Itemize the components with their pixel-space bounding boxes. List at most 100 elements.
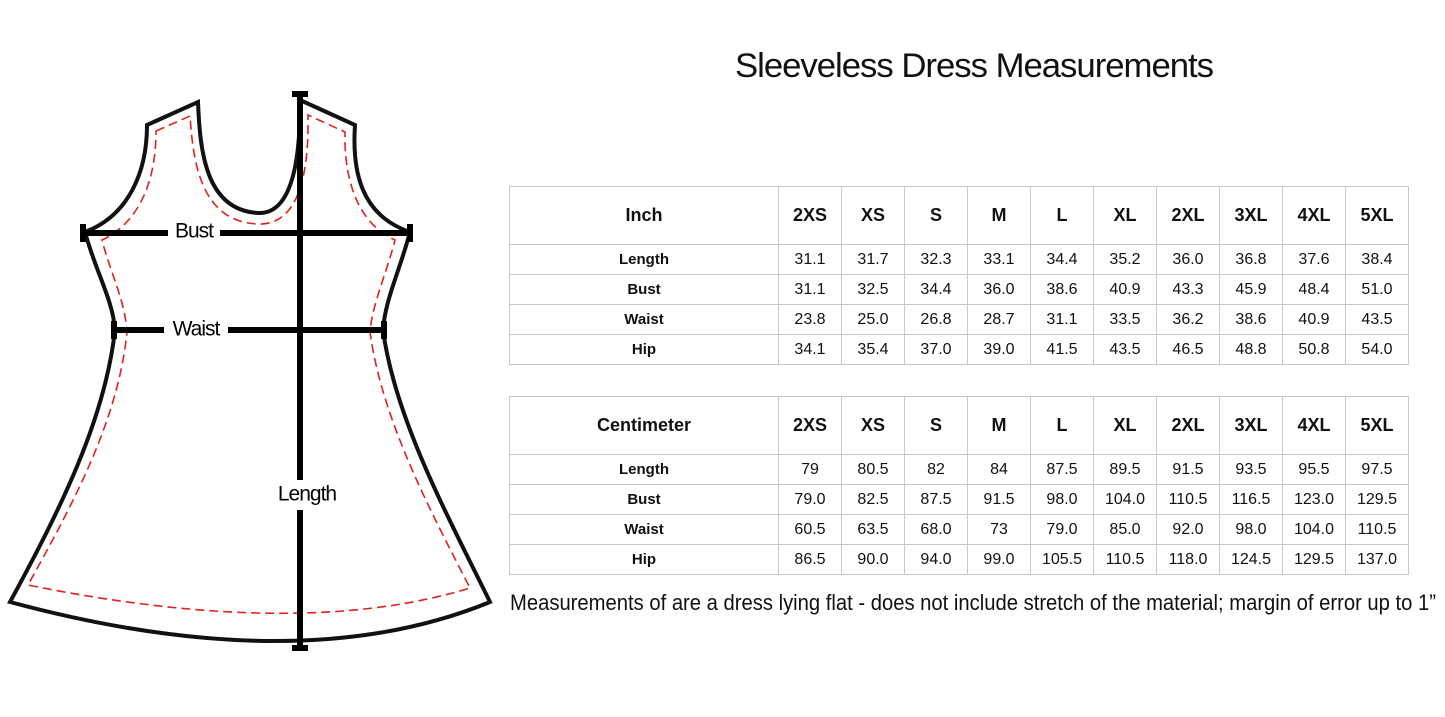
cell: 105.5 — [1030, 544, 1094, 575]
bust-label: Bust — [175, 220, 214, 243]
cell: 41.5 — [1030, 334, 1094, 365]
cell: 50.8 — [1282, 334, 1346, 365]
cell: 129.5 — [1345, 484, 1409, 515]
row-label: Inch — [509, 186, 779, 245]
cell: 35.2 — [1093, 244, 1157, 275]
cell: 31.1 — [778, 274, 842, 305]
row-label: Waist — [509, 514, 779, 545]
cell: 34.1 — [778, 334, 842, 365]
cell: 48.4 — [1282, 274, 1346, 305]
waist-label: Waist — [173, 318, 221, 341]
cell: 40.9 — [1093, 274, 1157, 305]
cell: 28.7 — [967, 304, 1031, 335]
row-label: Length — [509, 244, 779, 275]
cell: 91.5 — [1156, 454, 1220, 485]
cell: 104.0 — [1282, 514, 1346, 545]
cell: 38.6 — [1219, 304, 1283, 335]
cell: 90.0 — [841, 544, 905, 575]
cell: 68.0 — [904, 514, 968, 545]
cell: 37.6 — [1282, 244, 1346, 275]
cell: S — [904, 186, 968, 245]
cell: 43.3 — [1156, 274, 1220, 305]
cell: 137.0 — [1345, 544, 1409, 575]
cell: XL — [1093, 396, 1157, 455]
cell: 3XL — [1219, 186, 1283, 245]
cell: M — [967, 186, 1031, 245]
cell: 82.5 — [841, 484, 905, 515]
cell: 60.5 — [778, 514, 842, 545]
cell: 2XS — [778, 396, 842, 455]
row-label: Bust — [509, 484, 779, 515]
row-label: Hip — [509, 544, 779, 575]
title: Sleeveless Dress Measurements — [735, 47, 1213, 85]
cell: 97.5 — [1345, 454, 1409, 485]
cell: 82 — [904, 454, 968, 485]
cell: 34.4 — [904, 274, 968, 305]
cell: 86.5 — [778, 544, 842, 575]
cell: 92.0 — [1156, 514, 1220, 545]
cell: XS — [841, 186, 905, 245]
row-label: Bust — [509, 274, 779, 305]
cell: 32.5 — [841, 274, 905, 305]
size-table: Centimeter 2XS XS S M L XL 2XL 3XL 4XL 5XL Length 79… — [509, 396, 1409, 575]
cell: 2XL — [1156, 186, 1220, 245]
label-bg — [270, 480, 346, 510]
cell: 129.5 — [1282, 544, 1346, 575]
cell: L — [1030, 186, 1094, 245]
cell: 84 — [967, 454, 1031, 485]
label-bg — [168, 218, 220, 246]
data-row: Waist 23.8 25.0 26.8 28.7 31.1 33.5 36.2 38.6 40.… — [509, 304, 1409, 335]
cell: 5XL — [1345, 186, 1409, 245]
cell: 39.0 — [967, 334, 1031, 365]
size-table: Inch 2XS XS S M L XL 2XL 3XL 4XL 5XL Length 31.1 31.7… — [509, 186, 1409, 365]
cell: 23.8 — [778, 304, 842, 335]
length-label: Length — [278, 483, 337, 506]
header-row: Inch 2XS XS S M L XL 2XL 3XL 4XL 5XL — [509, 186, 1409, 245]
cell: 98.0 — [1219, 514, 1283, 545]
cell: 99.0 — [967, 544, 1031, 575]
dress-diagram: Bust Waist Length — [7, 91, 493, 651]
cell: 123.0 — [1282, 484, 1346, 515]
footnote: Measurements of are a dress lying flat -… — [510, 590, 1436, 615]
cell: 118.0 — [1156, 544, 1220, 575]
cell: 43.5 — [1345, 304, 1409, 335]
row-label: Hip — [509, 334, 779, 365]
cell: 34.4 — [1030, 244, 1094, 275]
cell: 4XL — [1282, 396, 1346, 455]
cell: 73 — [967, 514, 1031, 545]
cell: 54.0 — [1345, 334, 1409, 365]
cell: 45.9 — [1219, 274, 1283, 305]
cell: 3XL — [1219, 396, 1283, 455]
cell: 33.1 — [967, 244, 1031, 275]
data-row: Bust 31.1 32.5 34.4 36.0 38.6 40.9 43.3 45.9 48.4… — [509, 274, 1409, 305]
cell: 48.8 — [1219, 334, 1283, 365]
cell: 26.8 — [904, 304, 968, 335]
row-label: Length — [509, 454, 779, 485]
cell: 85.0 — [1093, 514, 1157, 545]
cell: XL — [1093, 186, 1157, 245]
cell: 110.5 — [1345, 514, 1409, 545]
cell: 89.5 — [1093, 454, 1157, 485]
cell: 38.4 — [1345, 244, 1409, 275]
cell: 95.5 — [1282, 454, 1346, 485]
data-row: Length 31.1 31.7 32.3 33.1 34.4 35.2 36.0 36.8 37… — [509, 244, 1409, 275]
cell: 32.3 — [904, 244, 968, 275]
row-label: Waist — [509, 304, 779, 335]
cell: 43.5 — [1093, 334, 1157, 365]
cell: M — [967, 396, 1031, 455]
cell: 37.0 — [904, 334, 968, 365]
cell: 79 — [778, 454, 842, 485]
cell: 31.1 — [778, 244, 842, 275]
cell: 2XL — [1156, 396, 1220, 455]
cell: 38.6 — [1030, 274, 1094, 305]
cell: 31.7 — [841, 244, 905, 275]
seam-line — [26, 113, 472, 615]
cell: 46.5 — [1156, 334, 1220, 365]
cell: 80.5 — [841, 454, 905, 485]
cell: 116.5 — [1219, 484, 1283, 515]
cell: 2XS — [778, 186, 842, 245]
data-row: Bust 79.0 82.5 87.5 91.5 98.0 104.0 110.5 116.5 1… — [509, 484, 1409, 515]
data-row: Waist 60.5 63.5 68.0 73 79.0 85.0 92.0 98.0 104.0… — [509, 514, 1409, 545]
